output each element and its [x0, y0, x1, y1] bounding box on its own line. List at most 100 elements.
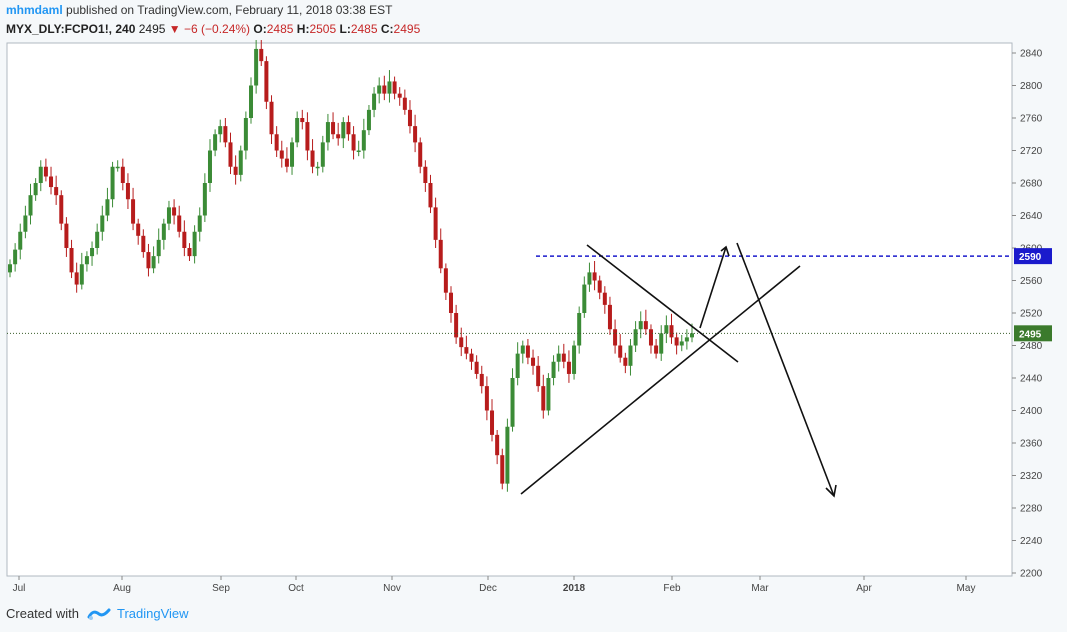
candle-body — [648, 329, 653, 346]
candle-body — [684, 337, 689, 342]
candle-body — [274, 134, 279, 151]
candle-body — [310, 150, 315, 167]
candle-body — [407, 109, 412, 127]
candle-body — [459, 337, 464, 348]
high-label: H: — [296, 22, 310, 36]
candle-body — [607, 304, 612, 330]
candle-body — [351, 134, 356, 151]
candle-body — [433, 207, 438, 240]
candle-body — [515, 353, 520, 378]
candle-body — [423, 166, 428, 183]
breakout-arrow-head — [720, 245, 730, 257]
price-axis[interactable]: 2840280027602720268026402600256025202480… — [1012, 49, 1043, 580]
candle-body — [690, 333, 694, 338]
candle-body — [392, 81, 397, 94]
publish-header: mhmdaml published on TradingView.com, Fe… — [6, 3, 392, 17]
candle-body — [207, 150, 212, 183]
candle-body — [228, 142, 233, 167]
candle-body — [28, 195, 33, 216]
y-tick-label: 2720 — [1020, 146, 1043, 157]
candle-body — [33, 183, 38, 196]
candle-body — [572, 345, 577, 374]
candle-body — [633, 329, 638, 346]
tradingview-logo-icon — [87, 607, 111, 621]
x-tick-label: 2018 — [563, 583, 586, 594]
candle-body — [197, 215, 202, 232]
candle-body — [592, 272, 597, 281]
candle-body — [64, 223, 69, 248]
y-tick-label: 2440 — [1020, 374, 1043, 385]
published-text: published on TradingView.com, February 1… — [66, 3, 393, 17]
rising-trendline[interactable] — [520, 265, 801, 495]
y-tick-label: 2800 — [1020, 81, 1043, 92]
candle-body — [54, 187, 59, 196]
x-tick-label: Sep — [212, 583, 230, 594]
candle-body — [213, 134, 218, 151]
candle-body — [443, 268, 448, 293]
candle-body — [243, 118, 248, 151]
low-value: 2485 — [350, 22, 378, 36]
candle-body — [166, 207, 171, 224]
x-tick-label: Apr — [856, 583, 872, 594]
price-badges: 2590 2495 — [1014, 248, 1052, 342]
candle-body — [8, 264, 12, 273]
y-tick-label: 2240 — [1020, 536, 1043, 547]
target-arrow[interactable] — [736, 242, 835, 497]
candle-body — [674, 337, 679, 346]
candle-body — [90, 248, 95, 257]
open-value: 2485 — [266, 22, 294, 36]
candle-body — [325, 122, 330, 143]
x-tick-label: Mar — [751, 583, 769, 594]
candle-body — [156, 239, 161, 257]
candle-body — [18, 231, 23, 250]
candle-body — [402, 97, 407, 110]
x-tick-label: Jul — [13, 583, 26, 594]
y-tick-label: 2320 — [1020, 471, 1043, 482]
candle-body — [320, 142, 325, 167]
price-chart[interactable]: 2840280027602720268026402600256025202480… — [0, 40, 1067, 598]
candle-body — [418, 142, 423, 167]
candle-body — [69, 248, 74, 273]
candle-body — [669, 325, 674, 338]
candle-body — [136, 223, 141, 236]
candle-body — [500, 455, 505, 484]
candle-body — [254, 48, 259, 86]
price-badge: 2495 — [1019, 329, 1042, 340]
candle-body — [387, 81, 392, 94]
candle-body — [618, 345, 623, 358]
breakout-arrow[interactable] — [699, 246, 727, 329]
candle-body — [495, 434, 500, 456]
candle-body — [249, 85, 254, 118]
time-axis[interactable]: Jul Aug Sep Oct Nov Dec 2018 Feb Mar Apr May — [13, 576, 976, 594]
candle-body — [172, 207, 177, 216]
candle-body — [95, 231, 100, 248]
y-tick-label: 2200 — [1020, 569, 1043, 580]
tradingview-brand-link[interactable]: TradingView — [116, 606, 189, 621]
high-value: 2505 — [309, 22, 337, 36]
candle-body — [536, 365, 541, 387]
candle-body — [43, 166, 48, 177]
candle-body — [361, 130, 366, 151]
y-tick-label: 2480 — [1020, 341, 1043, 352]
candle-body — [372, 93, 377, 110]
chart-container[interactable]: 2840280027602720268026402600256025202480… — [0, 40, 1067, 598]
candle-body — [38, 166, 43, 183]
falling-trendline[interactable] — [586, 244, 739, 363]
candle-body — [279, 150, 284, 159]
candle-body — [346, 122, 351, 135]
candle-body — [556, 353, 561, 362]
target-arrow-head — [825, 484, 837, 498]
candle-body — [413, 126, 418, 143]
candle-body — [13, 249, 18, 265]
candle-body — [290, 142, 295, 167]
symbol-label[interactable]: MYX_DLY:FCPO1!, 240 — [6, 22, 136, 36]
y-tick-label: 2760 — [1020, 114, 1043, 125]
username-link[interactable]: mhmdaml — [6, 3, 63, 17]
candle-body — [643, 321, 648, 330]
candle-body — [382, 85, 387, 94]
candle-body — [141, 235, 146, 253]
candle-body — [490, 410, 495, 435]
candle-body — [264, 61, 269, 102]
candle-body — [582, 284, 587, 313]
candle-body — [638, 321, 643, 330]
